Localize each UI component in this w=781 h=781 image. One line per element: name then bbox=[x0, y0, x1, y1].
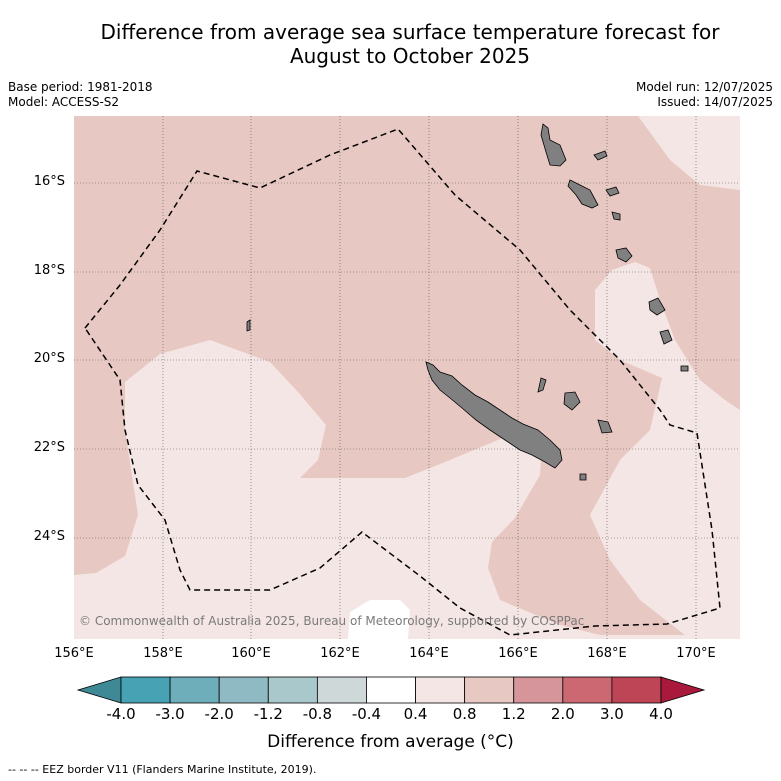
eez-legend-footnote: -- -- -- EEZ border V11 (Flanders Marine… bbox=[8, 763, 317, 776]
lon-label-160e: 160°E bbox=[231, 646, 271, 661]
lon-label-156e: 156°E bbox=[54, 646, 94, 661]
lon-label-162e: 162°E bbox=[320, 646, 360, 661]
colorbar-cell bbox=[513, 676, 564, 704]
map-title-line2: August to October 2025 bbox=[289, 44, 531, 68]
lat-label-22s: 22°S bbox=[33, 440, 65, 455]
colorbar-cell bbox=[415, 676, 466, 704]
loyalty-mare bbox=[597, 419, 613, 434]
colorbar-tick-label: 1.2 bbox=[501, 705, 526, 723]
lat-label-18s: 18°S bbox=[33, 263, 65, 278]
anomaly-0-4-0-8-small bbox=[252, 505, 280, 520]
isle-of-pines bbox=[579, 473, 587, 481]
colorbar-cell bbox=[169, 676, 220, 704]
anomaly-0-4-0-8-east bbox=[590, 262, 740, 639]
colorbar-tick-label: -3.0 bbox=[155, 705, 185, 723]
colorbar-tick-label: 3.0 bbox=[599, 705, 624, 723]
colorbar-cell bbox=[562, 676, 613, 704]
colorbar-cell bbox=[464, 676, 515, 704]
base-period: Base period: 1981-2018 bbox=[8, 80, 153, 94]
colorbar-tick-label: -1.2 bbox=[253, 705, 283, 723]
lat-label-20s: 20°S bbox=[33, 351, 65, 366]
model-name: Model: ACCESS-S2 bbox=[8, 95, 120, 109]
loyalty-ouvea bbox=[537, 377, 547, 393]
vanuatu-erromango bbox=[615, 247, 633, 263]
colorbar-title: Difference from average (°C) bbox=[267, 732, 514, 752]
graticule bbox=[74, 116, 740, 639]
issued-date: Issued: 14/07/2025 bbox=[657, 95, 773, 109]
vanuatu-island-2 bbox=[593, 150, 608, 161]
colorbar-extend-low bbox=[76, 676, 122, 704]
lat-label-24s: 24°S bbox=[33, 529, 65, 544]
map-title-line1: Difference from average sea surface temp… bbox=[100, 20, 720, 44]
colorbar-tick-label: 4.0 bbox=[649, 705, 673, 723]
land-masses bbox=[246, 123, 689, 481]
colorbar-extend-high bbox=[660, 676, 706, 704]
lon-label-170e: 170°E bbox=[676, 646, 716, 661]
copyright-notice: © Commonwealth of Australia 2025, Bureau… bbox=[79, 614, 585, 628]
meta-left: Base period: 1981-2018 Model: ACCESS-S2 bbox=[8, 80, 153, 110]
model-run: Model run: 12/07/2025 bbox=[635, 80, 773, 94]
colorbar-cell bbox=[218, 676, 269, 704]
vanuatu-efate bbox=[611, 211, 621, 221]
colorbar-cell bbox=[366, 676, 416, 704]
colorbar bbox=[76, 676, 706, 704]
colorbar-tick-label: 0.4 bbox=[403, 705, 428, 723]
hunter-island bbox=[659, 329, 673, 345]
colorbar-tick-label: -0.4 bbox=[351, 705, 382, 723]
colorbar-cells bbox=[76, 676, 706, 704]
matthew-island bbox=[648, 297, 666, 316]
vanuatu-espiritu-santo bbox=[540, 123, 567, 167]
colorbar-cell bbox=[316, 676, 367, 704]
colorbar-tick-label: -4.0 bbox=[106, 705, 136, 723]
new-caledonia-grande-terre bbox=[425, 361, 563, 469]
lon-label-166e: 166°E bbox=[498, 646, 538, 661]
colorbar-tick-label: 0.8 bbox=[452, 705, 477, 723]
anomaly-0-4-0-8-northeast bbox=[638, 116, 740, 190]
colorbar-cell bbox=[120, 676, 171, 704]
vanuatu-malekula bbox=[567, 179, 599, 209]
loyalty-lifou bbox=[563, 391, 581, 411]
lat-label-16s: 16°S bbox=[33, 174, 65, 189]
colorbar-tick-label: -0.8 bbox=[302, 705, 332, 723]
eez-border bbox=[84, 128, 721, 636]
vanuatu-ambrym bbox=[605, 186, 620, 197]
chesterfield-islet bbox=[246, 319, 251, 332]
colorbar-cell bbox=[611, 676, 662, 704]
colorbar-tick-label: -2.0 bbox=[204, 705, 234, 723]
colorbar-tick-label: 2.0 bbox=[550, 705, 575, 723]
anomaly-near-zero-patch bbox=[348, 600, 410, 639]
lon-label-168e: 168°E bbox=[587, 646, 627, 661]
anomaly-0-4-0-8-south bbox=[74, 340, 740, 639]
lon-label-158e: 158°E bbox=[143, 646, 183, 661]
meta-right: Model run: 12/07/2025 Issued: 14/07/2025 bbox=[636, 80, 773, 110]
lon-label-164e: 164°E bbox=[409, 646, 449, 661]
colorbar-cell bbox=[267, 676, 318, 704]
small-islet-east bbox=[680, 365, 689, 372]
